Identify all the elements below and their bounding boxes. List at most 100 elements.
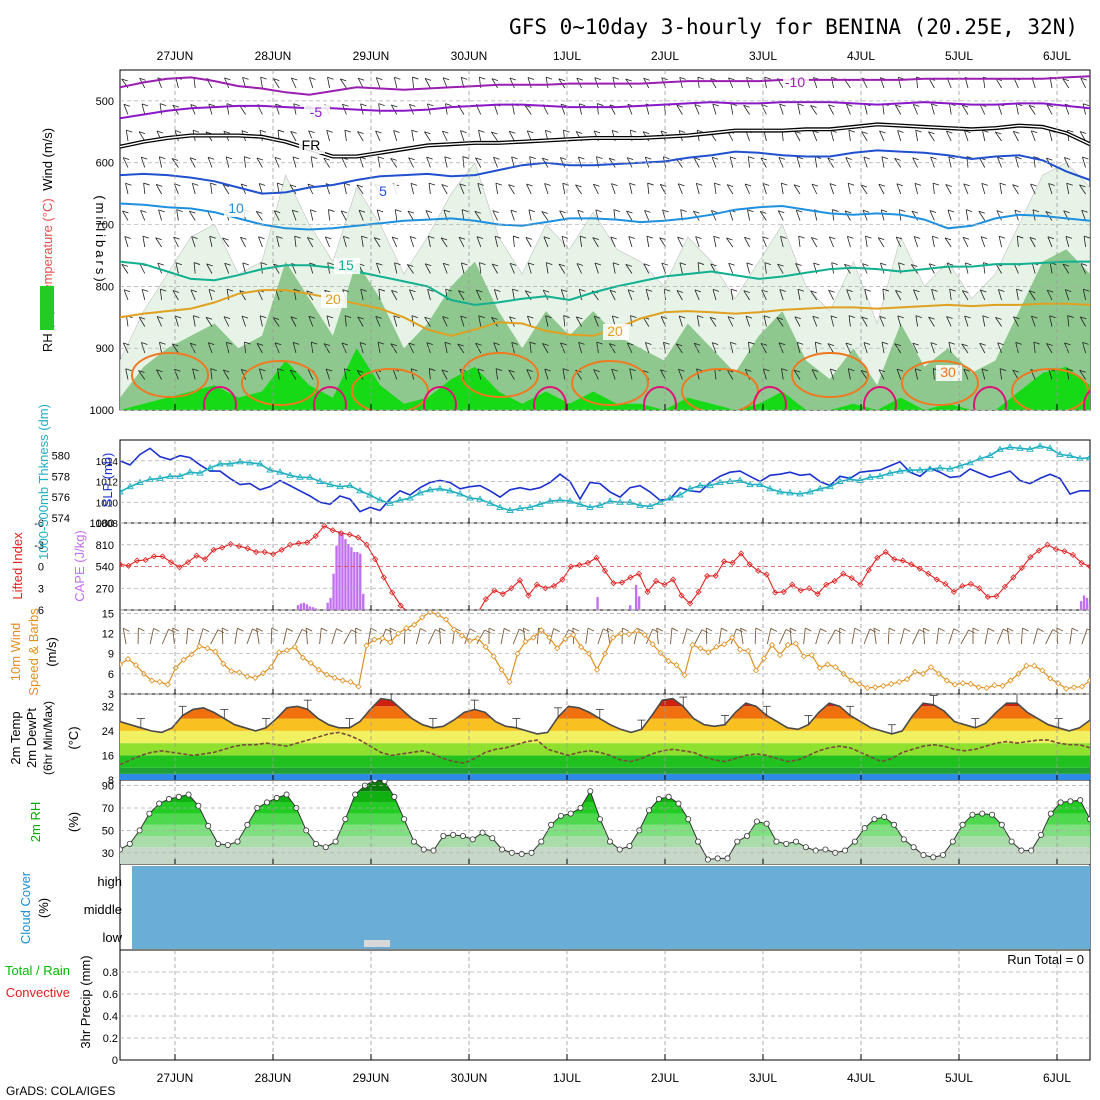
upper-wind-barb-flag	[746, 77, 753, 80]
wind10m-speed-point	[1023, 662, 1030, 669]
upper-wind-barb-flag	[444, 341, 452, 345]
upper-wind-barb-flag	[611, 183, 618, 187]
wind10m-speed-point	[578, 643, 585, 651]
upper-wind-barb	[949, 289, 952, 301]
wind10m-barb-flag	[1086, 628, 1090, 631]
upper-wind-barb-flag	[277, 182, 284, 186]
cape-bar	[629, 605, 632, 610]
upper-wind-barb	[948, 156, 952, 168]
upper-wind-barb-flag	[862, 209, 870, 213]
upper-wind-barb-flag	[630, 129, 637, 133]
upper-wind-barb-flag	[429, 368, 436, 371]
pressure-tick-label: 700	[96, 220, 114, 232]
cape-bar	[296, 605, 300, 610]
lifted-index-point	[389, 589, 396, 596]
upper-wind-barb	[225, 342, 230, 354]
upper-wind-barb-flag	[138, 131, 146, 135]
upper-wind-barb-flag	[121, 264, 128, 267]
upper-wind-barb	[475, 289, 482, 301]
upper-wind-barb	[594, 262, 599, 274]
lifted-index-point	[950, 588, 957, 595]
upper-wind-barb-flag	[832, 209, 839, 212]
upper-wind-barb-flag	[730, 341, 737, 345]
upper-wind-barb-flag	[997, 342, 1004, 346]
upper-wind-barb	[259, 315, 263, 327]
wind10m-speed-point	[172, 664, 179, 671]
rh2m-point	[459, 833, 466, 840]
ylabel-wind10m-3: (m/s)	[44, 637, 59, 667]
upper-wind-barb-flag	[358, 209, 366, 213]
upper-wind-barb-flag	[374, 237, 381, 241]
upper-wind-barb	[1079, 370, 1086, 380]
upper-wind-barb	[562, 183, 566, 195]
upper-wind-barb	[963, 183, 969, 195]
upper-wind-barb	[964, 130, 969, 142]
upper-wind-barb-flag	[222, 237, 229, 241]
cloud-cover-layer	[132, 866, 1090, 949]
wind10m-speed-point	[427, 610, 434, 616]
upper-wind-barb-flag	[678, 183, 685, 187]
upper-wind-barb-flag	[559, 210, 566, 214]
upper-wind-barb-flag	[479, 262, 486, 265]
upper-wind-barb	[675, 343, 683, 354]
upper-wind-barb-flag	[156, 183, 163, 187]
upper-wind-barb-flag	[612, 262, 620, 266]
cape-bar	[1085, 597, 1089, 610]
contour-label: 20	[607, 323, 623, 339]
wind10m-speed-point	[1078, 683, 1086, 690]
wind10m-barb-flag	[123, 627, 130, 632]
upper-wind-barb-flag	[1065, 289, 1072, 292]
upper-wind-barb-flag	[442, 77, 450, 81]
upper-wind-barb	[915, 130, 918, 142]
upper-wind-barb	[865, 236, 868, 248]
lifted-index-point	[482, 596, 489, 603]
upper-wind-barb	[596, 103, 599, 115]
upper-wind-barb	[629, 183, 633, 195]
upper-wind-barb-flag	[830, 368, 837, 372]
upper-wind-barb-flag	[1082, 342, 1089, 345]
wind10m-speed-point	[959, 680, 966, 687]
upper-wind-barb	[1012, 131, 1019, 142]
rh2m-point	[704, 856, 711, 863]
wind10m-barb	[149, 628, 154, 645]
upper-wind-barb	[896, 369, 902, 380]
upper-wind-barb	[693, 210, 700, 221]
wind10m-barb-flag	[622, 627, 629, 632]
upper-wind-barb-flag	[828, 289, 835, 293]
thickness-point	[516, 504, 524, 511]
cape-bar	[362, 593, 365, 610]
upper-wind-barb	[964, 262, 969, 274]
upper-wind-barb-flag	[460, 130, 467, 133]
upper-wind-barb-flag	[475, 342, 482, 346]
upper-wind-barb	[695, 183, 700, 195]
rh2m-point	[734, 838, 741, 845]
wind10m-barb-flag	[839, 627, 846, 632]
wind-tick-label: 9	[108, 649, 114, 661]
upper-wind-barb	[210, 183, 213, 195]
upper-wind-barb	[122, 157, 129, 168]
lifted-index-point	[933, 576, 940, 583]
rh2m-point	[655, 796, 662, 803]
upper-wind-barb	[860, 370, 868, 380]
upper-wind-barb-flag	[763, 315, 771, 319]
wind10m-speed-point	[1071, 684, 1078, 691]
upper-wind-barb	[1048, 130, 1053, 142]
wind10m-speed-point	[832, 664, 839, 671]
lifted-index-point	[295, 540, 302, 547]
isotherm-25-cell	[791, 352, 869, 398]
thickness-point	[576, 500, 584, 507]
upper-wind-barb	[171, 343, 179, 354]
upper-wind-barb	[1062, 263, 1070, 274]
upper-wind-barb-flag	[879, 130, 886, 134]
upper-wind-barb-flag	[1029, 290, 1036, 294]
upper-wind-barb	[258, 368, 263, 380]
upper-wind-barb-flag	[796, 209, 803, 213]
wind10m-barb-flag	[656, 627, 663, 632]
axes-layer: 27JUN27JUN28JUN28JUN29JUN29JUN30JUN30JUN…	[34, 49, 1090, 1085]
upper-wind-barb	[630, 315, 633, 327]
upper-wind-barb-flag	[625, 78, 632, 82]
upper-wind-barb	[677, 236, 683, 248]
upper-wind-barb	[340, 210, 347, 221]
upper-wind-barb	[491, 78, 498, 89]
upper-wind-barb-flag	[1049, 315, 1056, 319]
